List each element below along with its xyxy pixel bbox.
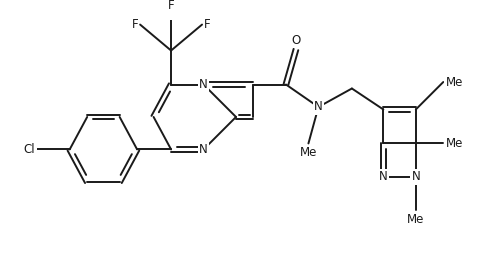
Text: Me: Me <box>300 146 317 159</box>
Text: N: N <box>314 100 323 113</box>
Text: F: F <box>204 18 211 31</box>
Text: F: F <box>168 0 174 12</box>
Text: Me: Me <box>446 76 463 89</box>
Text: Me: Me <box>407 213 425 226</box>
Text: N: N <box>199 78 208 91</box>
Text: Me: Me <box>446 137 463 150</box>
Text: F: F <box>131 18 138 31</box>
Text: N: N <box>411 170 420 183</box>
Text: N: N <box>199 143 208 156</box>
Text: O: O <box>291 34 301 47</box>
Text: N: N <box>379 170 388 183</box>
Text: Cl: Cl <box>24 143 35 156</box>
